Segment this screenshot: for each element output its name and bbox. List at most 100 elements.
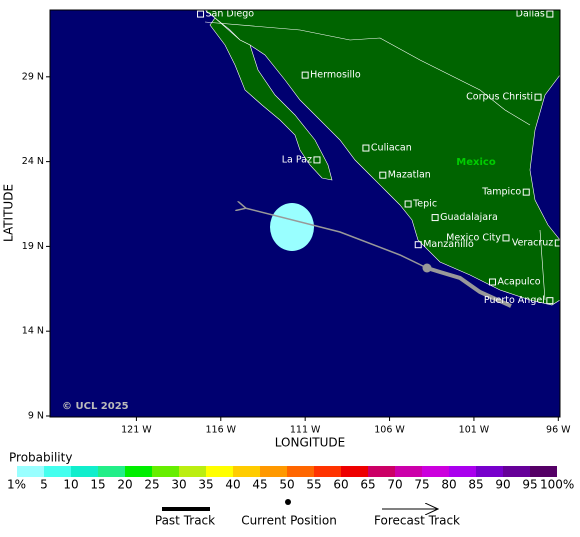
city-label: Corpus Christi (466, 92, 533, 103)
legend-swatch (17, 466, 44, 477)
city-marker (502, 234, 510, 242)
legend-swatch (71, 466, 98, 477)
legend-swatch (422, 466, 449, 477)
city-label: Guadalajara (440, 212, 498, 223)
baja-peninsula (209, 17, 333, 181)
legend-title: Probability (9, 451, 72, 465)
legend-swatch (314, 466, 341, 477)
city-marker (313, 156, 321, 164)
y-tick-label: 29 N (22, 71, 44, 82)
y-axis-title: LATITUDE (2, 184, 16, 242)
legend-swatch (476, 466, 503, 477)
legend-swatch (98, 466, 125, 477)
city-marker (404, 200, 412, 208)
forecast-track (245, 208, 428, 269)
legend-label: 60 (333, 478, 348, 492)
city-label: Dallas (516, 9, 545, 20)
y-tick-label: 19 N (22, 241, 44, 252)
x-tick-label: 121 W (121, 425, 152, 436)
x-tick-label: 111 W (290, 425, 321, 436)
legend-label: 45 (252, 478, 267, 492)
legend-swatch (233, 466, 260, 477)
current-position-symbol (285, 499, 291, 505)
legend-swatch (152, 466, 179, 477)
city-label: Mexico City (446, 232, 501, 243)
legend-swatch (260, 466, 287, 477)
city-marker (546, 297, 554, 305)
probability-area (270, 203, 314, 251)
city-marker (534, 93, 542, 101)
legend-swatch (530, 466, 557, 477)
city-marker (414, 241, 422, 249)
x-tick-label: 96 W (546, 425, 571, 436)
legend-label: 95 (522, 478, 537, 492)
cities: San Diego Dallas Hermosillo Corpus Christi L… (197, 9, 560, 306)
y-tick-label: 14 N (22, 326, 44, 337)
city-label: Manzanillo (423, 239, 474, 250)
city-label: Tampico (481, 187, 521, 198)
city-marker (362, 144, 370, 152)
legend-swatch (341, 466, 368, 477)
x-tick-label: 106 W (374, 425, 405, 436)
legend-label: 15 (90, 478, 105, 492)
city-marker (546, 10, 554, 18)
city-marker (431, 214, 439, 222)
city-marker (488, 278, 496, 286)
city-label: Veracruz (512, 238, 553, 249)
legend-swatch (503, 466, 530, 477)
legend-label: 30 (171, 478, 186, 492)
city-marker (301, 71, 309, 79)
legend-label: 100% (540, 478, 574, 492)
axes: 121 W 116 W 111 W 106 W 101 W 96 W 29 N 24 N 19 … (22, 71, 571, 435)
city-marker (522, 188, 530, 196)
city-marker (197, 10, 205, 18)
city-label: Hermosillo (310, 70, 361, 81)
country-label: Mexico (456, 157, 496, 168)
x-axis-title: LONGITUDE (275, 436, 345, 450)
legend-label: 55 (306, 478, 321, 492)
legend-swatch (287, 466, 314, 477)
legend-label: 35 (198, 478, 213, 492)
x-tick-label: 101 W (459, 425, 490, 436)
current-position-label: Current Position (241, 514, 337, 528)
map: San Diego Dallas Hermosillo Corpus Christi L… (50, 9, 560, 417)
past-track-label: Past Track (155, 514, 215, 528)
city-label: Mazatlan (388, 170, 431, 181)
current-position (422, 263, 432, 273)
mainland (204, 10, 560, 306)
legend-swatch (395, 466, 422, 477)
legend-label: 5 (40, 478, 48, 492)
city-marker (379, 171, 387, 179)
copyright: © UCL 2025 (62, 401, 129, 412)
city-label: Culiacan (371, 143, 412, 154)
forecast-track-label: Forecast Track (374, 514, 460, 528)
legend-swatch (179, 466, 206, 477)
city-marker (554, 239, 560, 247)
legend-swatch (125, 466, 152, 477)
legend-label: 90 (495, 478, 510, 492)
legend-label: 1% (7, 478, 26, 492)
y-tick-label: 9 N (28, 410, 44, 421)
legend-swatch (44, 466, 71, 477)
city-label: Acapulco (497, 277, 540, 288)
legend-label: 40 (225, 478, 240, 492)
city-label: La Paz (282, 154, 312, 165)
borders (204, 21, 546, 301)
x-tick-label: 116 W (206, 425, 237, 436)
legend-swatch (206, 466, 233, 477)
legend-label: 85 (468, 478, 483, 492)
city-label: San Diego (206, 9, 255, 20)
legend-label: 70 (387, 478, 402, 492)
legend-label: 80 (441, 478, 456, 492)
past-track (426, 266, 512, 308)
y-tick-label: 24 N (22, 156, 44, 167)
legend: 1% 5 10 15 20 25 30 35 40 45 50 55 60 65 70 75 80 85 90 95 1… (7, 466, 574, 492)
legend-label: 65 (360, 478, 375, 492)
legend-label: 75 (414, 478, 429, 492)
city-label: Tepic (412, 199, 437, 210)
legend-swatch (368, 466, 395, 477)
legend-label: 50 (279, 478, 294, 492)
legend-label: 20 (117, 478, 132, 492)
legend-label: 25 (144, 478, 159, 492)
